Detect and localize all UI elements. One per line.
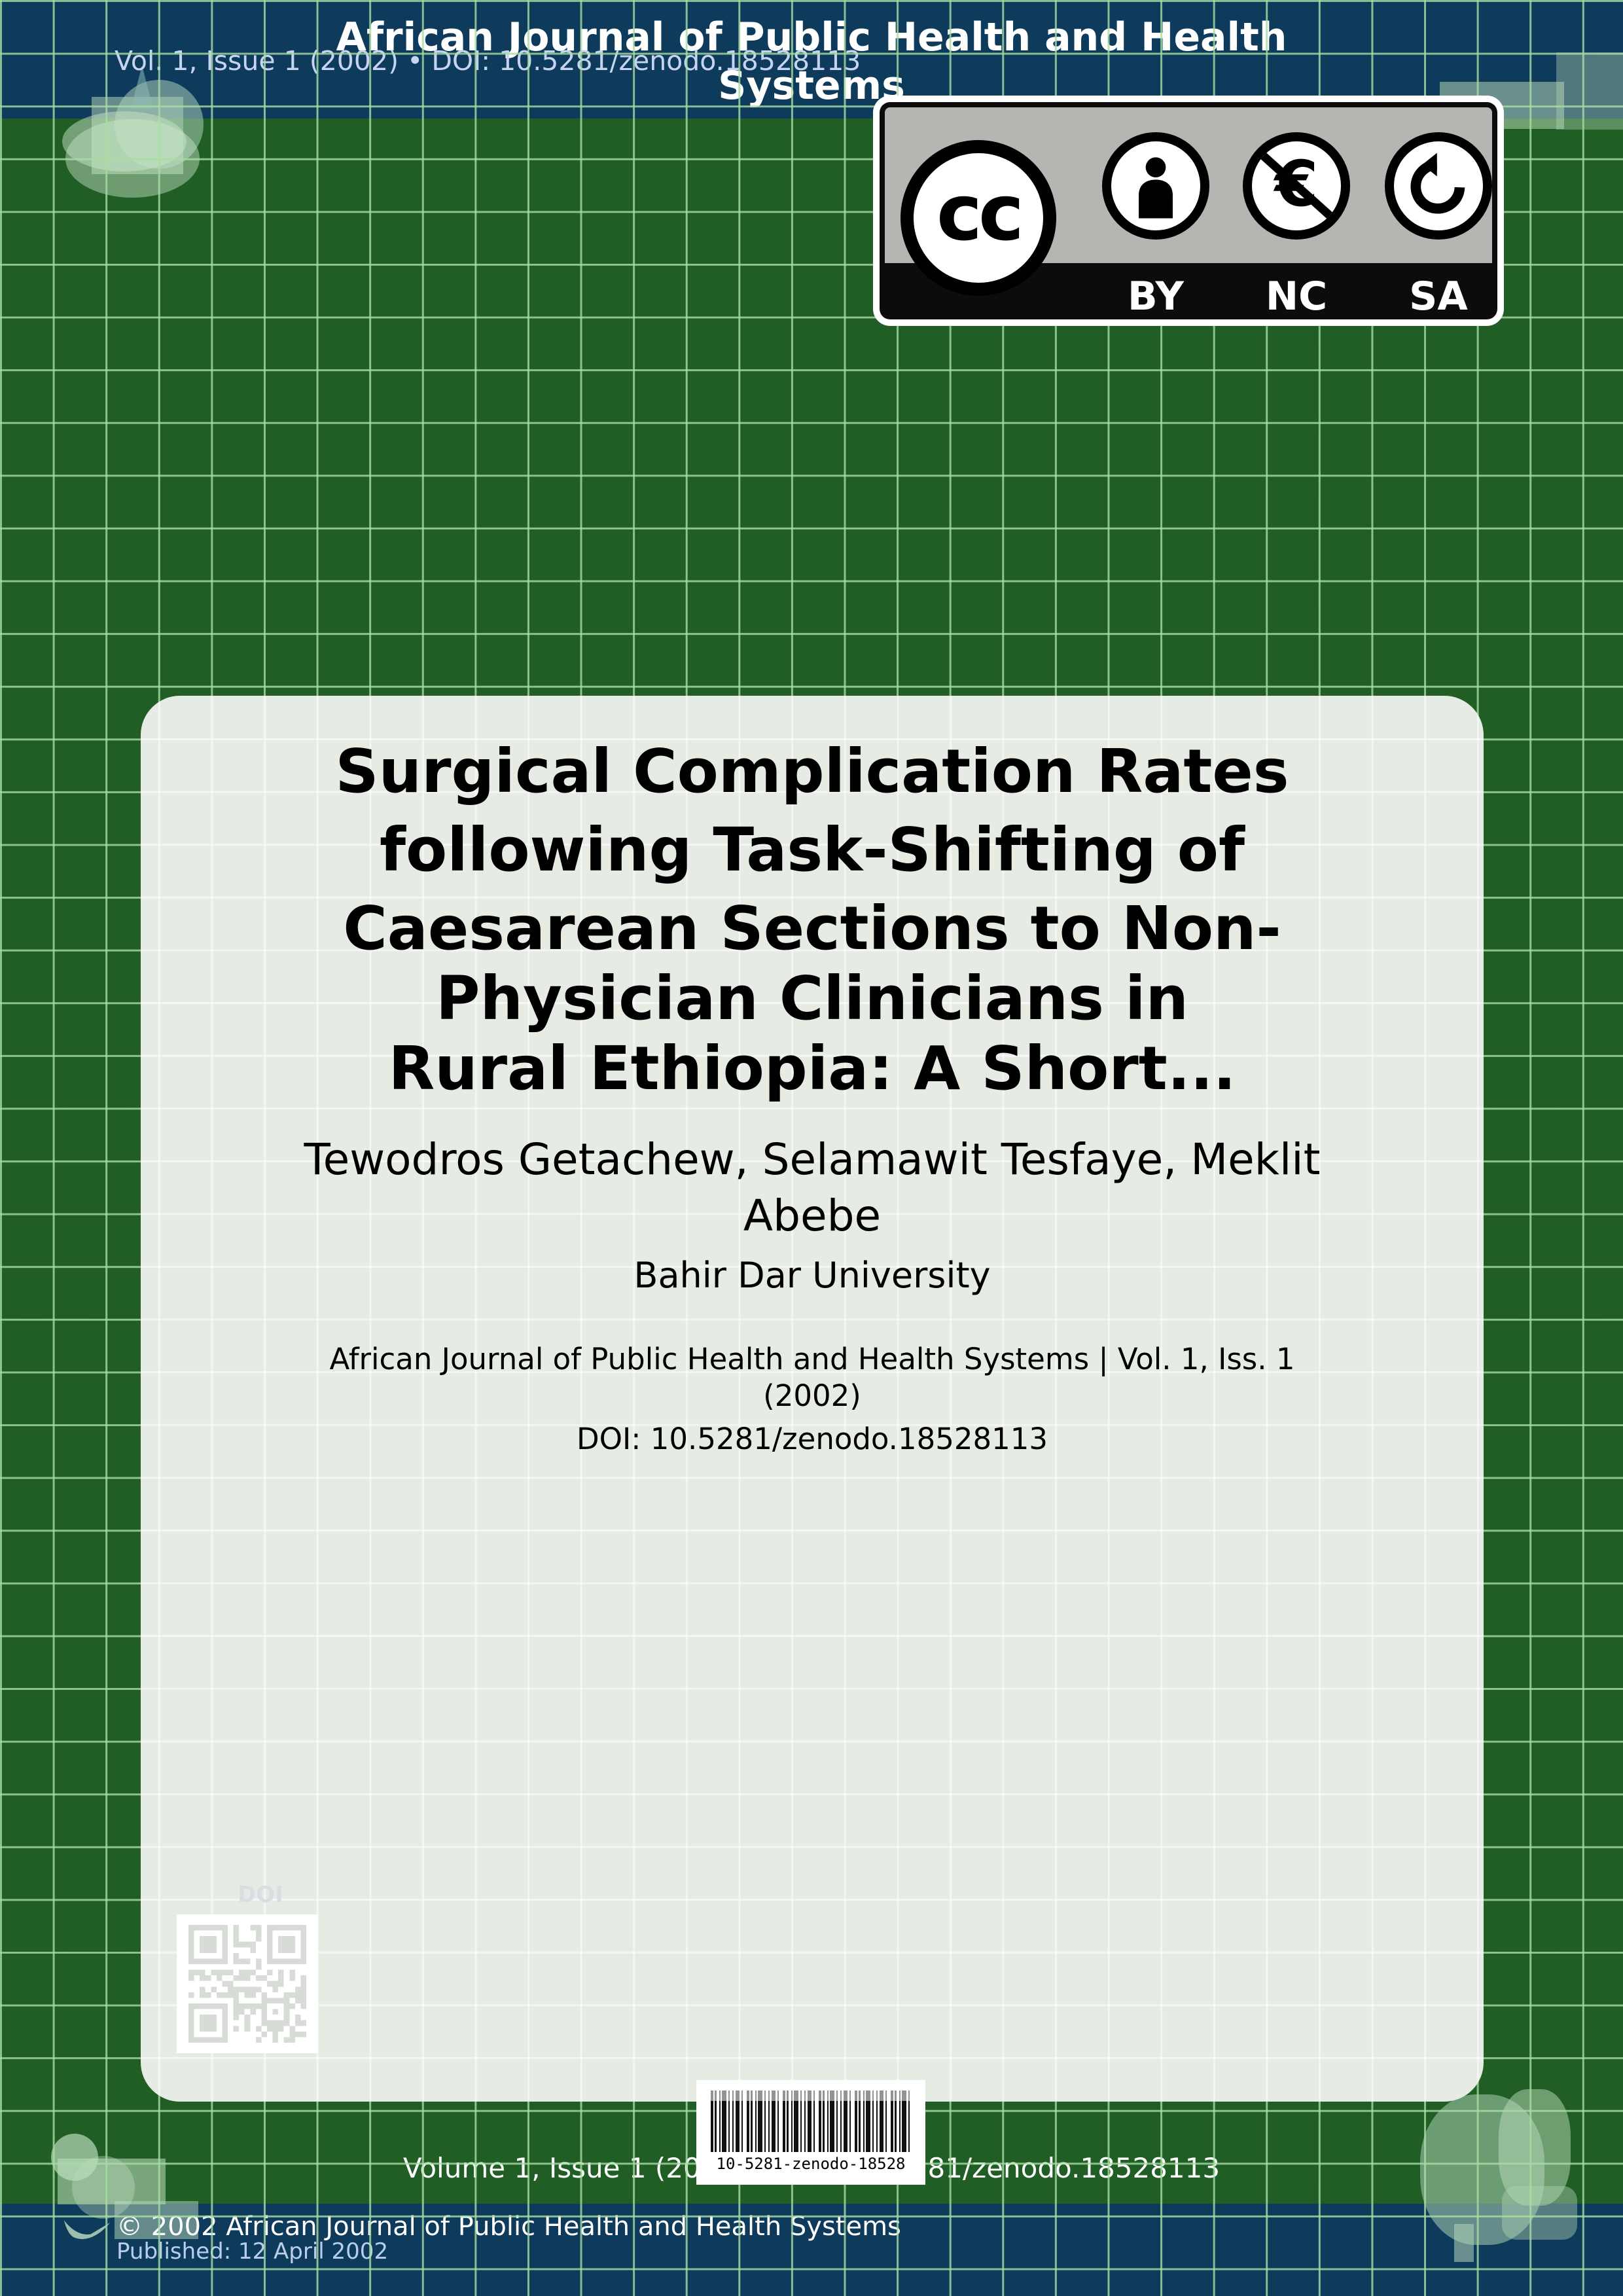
decor-bottom-right-blob [1502,2186,1577,2240]
cc-by-person-icon [1102,132,1209,240]
barcode: 10-5281-zenodo-18528 [696,2080,925,2185]
qr-code [177,1914,318,2053]
article-title-line: Surgical Complication Rates [335,736,1289,806]
decor-bottom-right-stem [1454,2224,1474,2262]
decor-top-left-ellipse [65,119,200,198]
cc-sa-label: SA [1409,274,1468,319]
cc-logo-icon: cc [901,140,1056,296]
header-issue-doi: Vol. 1, Issue 1 (2002) • DOI: 10.5281/ze… [115,45,861,77]
cc-badge-plate: cc € BY NC SA [880,102,1497,319]
cc-logo-text: cc [936,168,1024,258]
barcode-label: 10-5281-zenodo-18528 [716,2155,906,2173]
qr-code-svg [188,1925,306,2043]
footer-published: Published: 12 April 2002 [116,2238,389,2265]
article-title: Surgical Complication Rates following Ta… [141,696,1484,1108]
qr-caption: DOI [238,1882,283,1908]
article-title-line: Physician Clinicians in [436,963,1188,1033]
footer-copyright: © 2002 African Journal of Public Health … [116,2212,901,2242]
article-doi-line: DOI: 10.5281/zenodo.18528113 [576,1422,1048,1456]
cc-sa-arrow-icon [1385,132,1492,240]
decor-bird-swoosh [63,2217,111,2242]
article-card: Surgical Complication Rates following Ta… [141,696,1484,2102]
article-title-line: Caesarean Sections to Non- [343,893,1281,963]
article-title-line: following Task-Shifting of [380,815,1245,885]
article-authors: Tewodros Getachew, Selamawit Tesfaye, Me… [304,1134,1321,1241]
article-affiliation: Bahir Dar University [633,1255,991,1296]
cc-license-badge: cc € BY NC SA [873,96,1504,326]
barcode-bars [711,2090,911,2152]
article-journal-line: African Journal of Public Health and Hea… [329,1342,1295,1413]
cc-by-label: BY [1128,274,1184,319]
cc-nc-euro-icon: € [1243,132,1350,240]
cc-nc-label: NC [1265,274,1328,319]
article-title-line: Rural Ethiopia: A Short... [388,1033,1236,1103]
